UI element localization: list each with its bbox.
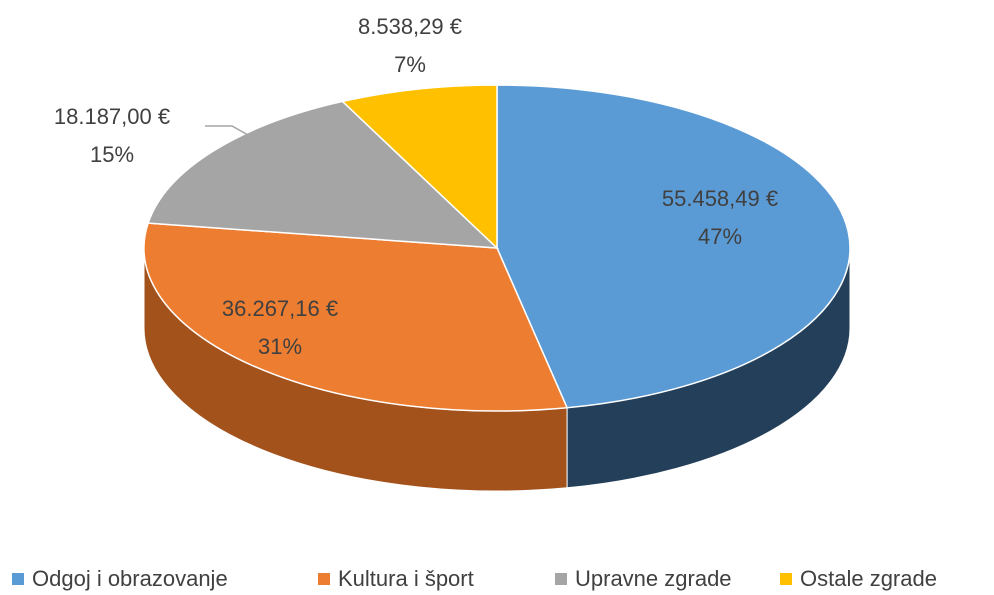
legend-label: Odgoj i obrazovanje — [32, 566, 228, 591]
slice — [143, 222, 569, 412]
data-label: 55.458,49 € — [662, 186, 778, 211]
legend-swatch — [12, 573, 24, 585]
data-label: 36.267,16 € — [222, 296, 338, 321]
slice — [147, 100, 500, 249]
slice — [340, 84, 498, 250]
legend-swatch — [555, 573, 567, 585]
data-label: 15% — [90, 142, 134, 167]
data-label: 31% — [258, 334, 302, 359]
leader-line — [205, 125, 251, 137]
legend-swatch — [318, 573, 330, 585]
legend-label: Ostale zgrade — [800, 566, 937, 591]
data-label: 47% — [698, 224, 742, 249]
legend-label: Kultura i šport — [338, 566, 474, 591]
data-label: 18.187,00 € — [54, 104, 170, 129]
legend-label: Upravne zgrade — [575, 566, 732, 591]
slice — [496, 84, 851, 409]
data-label: 8.538,29 € — [358, 14, 462, 39]
legend-swatch — [780, 573, 792, 585]
data-label: 7% — [394, 52, 426, 77]
